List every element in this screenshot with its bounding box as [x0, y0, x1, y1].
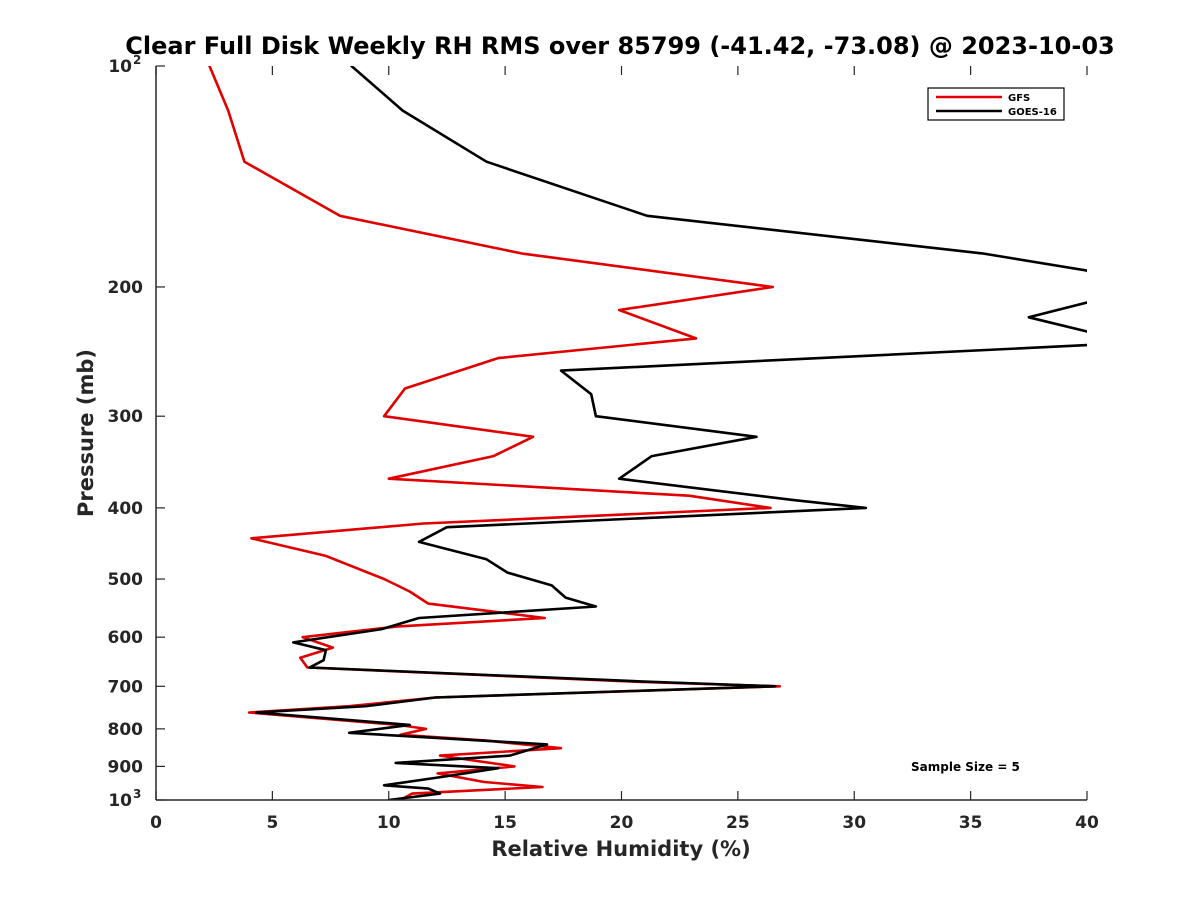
y-tick-label: 600 — [108, 628, 144, 648]
x-tick-label: 0 — [150, 813, 162, 833]
x-tick-label: 40 — [1075, 813, 1099, 833]
x-tick-label: 25 — [726, 813, 750, 833]
y-axis-label: Pressure (mb) — [74, 349, 98, 517]
y-tick-label: 10 — [108, 57, 132, 77]
y-tick-label: 500 — [108, 570, 144, 590]
x-tick-label: 10 — [377, 813, 401, 833]
x-tick-label: 35 — [959, 813, 983, 833]
x-tick-label: 5 — [266, 813, 278, 833]
x-tick-label: 15 — [493, 813, 517, 833]
y-tick-label: 700 — [108, 677, 144, 697]
x-ticks: 0 5 10 15 20 25 30 35 40 — [150, 66, 1099, 833]
y-tick-label: 400 — [108, 499, 144, 519]
y-tick-exponent: 2 — [133, 53, 141, 67]
series-layer — [208, 66, 1087, 800]
sample-size-annotation: Sample Size = 5 — [911, 760, 1020, 774]
x-tick-label: 20 — [610, 813, 634, 833]
x-axis-label: Relative Humidity (%) — [491, 837, 750, 861]
y-tick-label: 200 — [108, 278, 144, 298]
y-tick-label: 800 — [108, 720, 144, 740]
legend-label-goes16: GOES-16 — [1008, 107, 1057, 118]
plot-area — [156, 66, 1087, 800]
y-tick-label: 900 — [108, 757, 144, 777]
legend-label-gfs: GFS — [1008, 93, 1030, 104]
x-tick-label: 30 — [842, 813, 866, 833]
legend-box — [927, 87, 1065, 121]
y-tick-exponent: 3 — [133, 787, 141, 801]
y-tick-label: 10 — [108, 791, 132, 811]
legend: GFS GOES-16 — [927, 87, 1065, 121]
y-tick-label: 300 — [108, 407, 144, 427]
series-line-goes16 — [254, 66, 1087, 800]
chart-title: Clear Full Disk Weekly RH RMS over 85799… — [125, 32, 1114, 60]
series-line-gfs — [208, 66, 782, 800]
